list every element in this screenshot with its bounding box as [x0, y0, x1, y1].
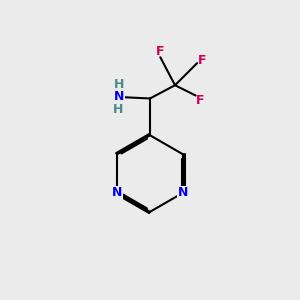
Text: H: H — [114, 78, 124, 91]
Text: F: F — [196, 94, 204, 107]
Text: N: N — [178, 186, 188, 199]
Text: F: F — [198, 54, 207, 67]
Text: H: H — [112, 103, 123, 116]
Text: N: N — [112, 186, 122, 199]
Text: N: N — [114, 91, 124, 103]
Text: F: F — [156, 45, 165, 58]
